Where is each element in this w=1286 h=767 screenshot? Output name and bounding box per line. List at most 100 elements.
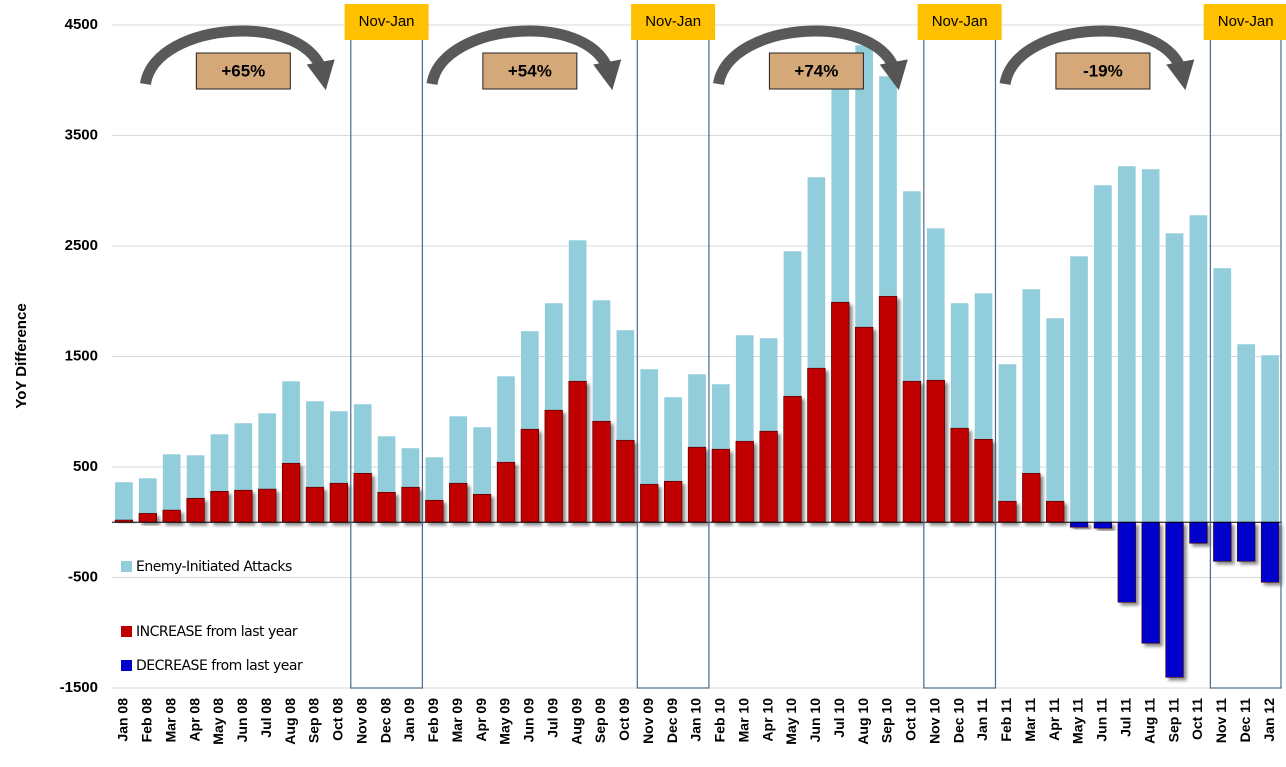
- x-tick-label: Apr 11: [1046, 698, 1062, 741]
- legend-swatch: [121, 626, 132, 637]
- x-tick-label: Feb 09: [425, 698, 441, 743]
- x-tick-label: Dec 10: [950, 698, 966, 743]
- x-tick-label: Jan 08: [115, 698, 131, 742]
- bar: [687, 446, 707, 523]
- x-tick-label: Oct 09: [616, 698, 632, 741]
- bar: [878, 295, 898, 523]
- x-tick-label: Nov 10: [926, 698, 942, 744]
- x-tick-label: Apr 09: [473, 698, 489, 742]
- bar: [568, 380, 587, 523]
- highlight-label: Nov-Jan: [1218, 13, 1274, 30]
- x-tick-label: Aug 09: [568, 698, 584, 745]
- highlight-label-bg: [631, 4, 716, 40]
- bar: [592, 420, 611, 523]
- bar: [449, 482, 468, 523]
- bar: [472, 493, 492, 523]
- highlight-label: Nov-Jan: [645, 13, 701, 30]
- bar: [1213, 521, 1232, 562]
- annotation: +74%: [794, 61, 838, 80]
- y-tick-label: 3500: [65, 126, 98, 143]
- x-tick-label: Jun 10: [807, 698, 823, 743]
- x-tick-label: Jul 08: [258, 698, 274, 738]
- x-tick-label: May 11: [1070, 698, 1086, 744]
- bar: [1141, 169, 1160, 523]
- bar: [138, 478, 157, 523]
- legend-swatch: [121, 660, 132, 671]
- trend-arrow: [139, 25, 335, 91]
- bar: [353, 472, 372, 523]
- bar: [640, 483, 659, 523]
- highlight-label-bg: [344, 4, 429, 40]
- x-tick-label: Jul 11: [1117, 698, 1133, 737]
- bar: [210, 491, 229, 523]
- x-tick-label: Nov 09: [640, 698, 656, 744]
- bar: [735, 440, 754, 523]
- legend-label: DECREASE from last year: [136, 658, 303, 674]
- bar: [831, 301, 850, 523]
- x-tick-label: Oct 10: [903, 698, 919, 741]
- x-tick-label: Mar 11: [1022, 698, 1038, 742]
- legend-label: Enemy-Initiated Attacks: [136, 559, 292, 575]
- highlight-label-bg: [1203, 4, 1286, 40]
- bar: [520, 428, 539, 523]
- bar: [1070, 256, 1088, 523]
- annotation-box: [482, 52, 578, 90]
- x-tick-label: Jan 12: [1261, 698, 1277, 742]
- annotation-box: [768, 52, 864, 90]
- y-tick-label: 1500: [65, 347, 98, 364]
- x-tick-label: Aug 11: [1141, 698, 1157, 744]
- bar: [425, 499, 444, 523]
- y-tick-label: -1500: [60, 679, 98, 696]
- bar: [902, 380, 922, 523]
- x-tick-label: Jul 09: [544, 698, 560, 738]
- highlight-label-bg: [917, 4, 1002, 40]
- y-tick-label: 2500: [65, 237, 98, 254]
- x-tick-label: Jan 10: [688, 698, 704, 742]
- y-tick-label: -500: [68, 568, 98, 585]
- x-tick-label: Nov 11: [1213, 698, 1229, 743]
- x-tick-label: Feb 08: [139, 698, 155, 743]
- legend-swatch: [121, 561, 132, 572]
- x-tick-label: Dec 08: [377, 698, 393, 743]
- x-tick-label: Mar 10: [735, 698, 751, 743]
- bar: [1261, 355, 1279, 523]
- bar: [1093, 521, 1113, 529]
- annotation: +65%: [221, 61, 265, 80]
- annotation-box: [195, 52, 291, 90]
- highlight-label: Nov-Jan: [932, 13, 988, 30]
- y-tick-label: 500: [73, 458, 98, 475]
- bar: [616, 439, 635, 523]
- bar: [1165, 521, 1184, 678]
- bar: [1094, 185, 1112, 523]
- x-tick-label: Jan 09: [401, 698, 417, 742]
- bar: [759, 430, 778, 523]
- trend-arrow: [999, 25, 1195, 91]
- y-axis-label: YoY Difference: [13, 303, 30, 408]
- x-tick-label: Mar 09: [449, 698, 465, 743]
- bar: [998, 500, 1017, 523]
- x-tick-label: Jun 08: [234, 698, 250, 743]
- x-tick-label: Feb 11: [998, 698, 1014, 742]
- x-tick-label: Jun 11: [1094, 698, 1110, 742]
- bar: [138, 513, 157, 523]
- bar: [234, 489, 253, 523]
- bar: [974, 438, 993, 523]
- bar: [401, 486, 420, 523]
- y-tick-label: 4500: [65, 16, 98, 33]
- bar: [1189, 521, 1208, 544]
- bar: [1117, 166, 1136, 523]
- bar: [1046, 500, 1065, 523]
- bar: [1117, 521, 1136, 603]
- x-tick-label: Sep 08: [306, 698, 322, 743]
- bar: [496, 461, 516, 523]
- bar: [1022, 289, 1041, 523]
- bar: [544, 409, 563, 523]
- x-tick-label: Nov 08: [353, 698, 369, 744]
- bar: [950, 427, 969, 523]
- x-tick-label: Feb 10: [712, 698, 728, 743]
- bar: [162, 454, 181, 523]
- bar: [1237, 344, 1256, 523]
- highlight-label: Nov-Jan: [359, 13, 415, 30]
- legend-label: INCREASE from last year: [136, 624, 298, 640]
- bar: [305, 486, 325, 523]
